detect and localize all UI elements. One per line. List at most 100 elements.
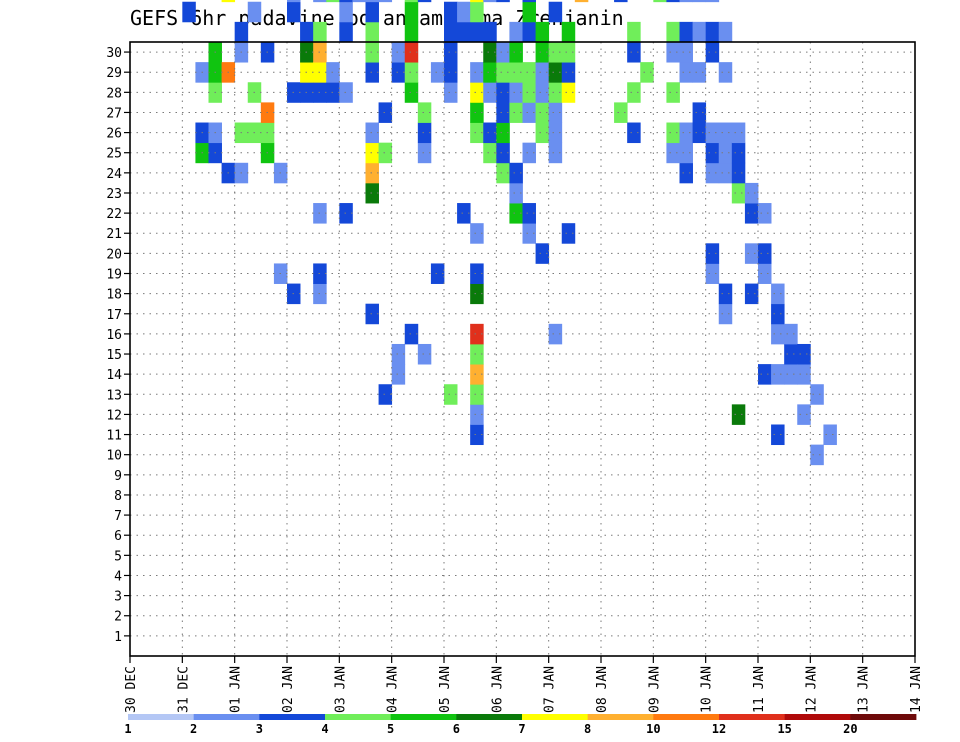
x-tick-label-1: 31 DEC <box>176 666 191 713</box>
cell-member-31-step-38 <box>627 21 641 43</box>
cell-member-20-step-48 <box>758 243 772 264</box>
cell-member-31-step-33 <box>561 21 576 43</box>
cell-member-32-step-9 <box>247 1 262 23</box>
cell-member-18-step-26 <box>470 283 484 305</box>
cell-member-13-step-26 <box>470 384 484 405</box>
cell-member-28-step-38 <box>627 82 641 103</box>
cell-member-11-step-49 <box>771 424 785 446</box>
cell-member-30-step-18 <box>365 42 379 63</box>
cell-member-16-step-50 <box>784 323 798 345</box>
cell-member-28-step-24 <box>444 82 458 103</box>
cell-member-30-step-20 <box>391 42 406 63</box>
cell-member-31-step-16 <box>339 21 353 43</box>
cell-member-11-step-53 <box>823 424 837 446</box>
cell-member-16-step-26 <box>470 323 484 345</box>
cell-member-30-step-44 <box>705 42 720 63</box>
cell-member-33-step-40 <box>653 0 667 3</box>
cell-member-27-step-19 <box>378 102 393 123</box>
cell-member-27-step-30 <box>522 102 536 123</box>
cell-member-15-step-50 <box>784 343 798 365</box>
cell-member-25-step-27 <box>483 142 497 164</box>
cell-member-23-step-18 <box>365 182 379 204</box>
cell-member-24-step-46 <box>731 162 746 184</box>
cell-member-31-step-41 <box>666 21 680 43</box>
cell-member-28-step-32 <box>548 82 563 103</box>
x-tick-label-11: 10 JAN <box>700 666 715 713</box>
legend-label-6: 6 <box>453 722 460 736</box>
cell-member-33-step-14 <box>313 0 327 3</box>
cell-member-29-step-30 <box>522 62 536 83</box>
cell-member-26-step-22 <box>417 122 432 144</box>
y-axis: 1234567891011121314151617181920212223242… <box>106 46 130 645</box>
x-tick-label-15: 14 JAN <box>909 666 924 713</box>
cell-member-28-step-21 <box>404 82 419 103</box>
legend-label-4: 4 <box>321 722 328 736</box>
cell-member-21-step-26 <box>470 223 484 244</box>
legend-label-20: 20 <box>843 722 857 736</box>
cell-member-28-step-31 <box>535 82 550 103</box>
cell-member-25-step-32 <box>548 142 563 164</box>
y-tick-label-13: 13 <box>106 388 122 403</box>
cell-member-32-step-4 <box>182 1 196 23</box>
cell-member-30-step-24 <box>444 42 458 63</box>
cell-member-27-step-37 <box>614 102 628 123</box>
cell-member-29-step-33 <box>561 62 576 83</box>
cell-member-12-step-46 <box>731 404 746 425</box>
cell-member-31-step-13 <box>300 21 314 43</box>
cell-member-16-step-32 <box>548 323 563 345</box>
cell-member-22-step-29 <box>509 203 523 224</box>
cell-member-18-step-45 <box>718 283 733 305</box>
cell-member-27-step-32 <box>548 102 563 123</box>
cell-member-33-step-43 <box>692 0 707 3</box>
cell-member-12-step-26 <box>470 404 484 425</box>
cell-member-19-step-23 <box>430 263 445 284</box>
cell-member-30-step-32 <box>548 42 563 63</box>
y-tick-label-4: 4 <box>114 569 122 584</box>
cell-member-31-step-45 <box>718 21 733 43</box>
cell-member-14-step-20 <box>391 364 406 385</box>
cell-member-11-step-26 <box>470 424 484 446</box>
y-tick-label-25: 25 <box>106 147 122 162</box>
cell-member-19-step-26 <box>470 263 484 284</box>
y-tick-label-28: 28 <box>106 86 122 101</box>
cell-member-13-step-19 <box>378 384 393 405</box>
legend-label-10: 10 <box>646 722 660 736</box>
cell-member-30-step-31 <box>535 42 550 63</box>
cell-member-20-step-44 <box>705 243 720 264</box>
cell-member-10-step-52 <box>810 444 824 466</box>
cell-member-32-step-24 <box>444 1 458 23</box>
cell-member-14-step-48 <box>758 364 772 385</box>
cell-member-29-step-27 <box>483 62 497 83</box>
cell-member-24-step-42 <box>679 162 693 184</box>
legend-label-1: 1 <box>124 722 131 736</box>
cell-member-24-step-28 <box>496 162 510 184</box>
x-tick-label-9: 08 JAN <box>595 666 610 713</box>
cell-member-26-step-46 <box>731 122 746 144</box>
y-tick-label-26: 26 <box>106 127 122 142</box>
cell-member-31-step-24 <box>444 21 458 43</box>
cell-member-29-step-24 <box>444 62 458 83</box>
x-tick-label-8: 07 JAN <box>543 666 558 713</box>
legend-swatch-3 <box>259 714 326 720</box>
legend-swatch-6 <box>456 714 523 720</box>
cell-member-31-step-42 <box>679 21 693 43</box>
legend-label-8: 8 <box>584 722 591 736</box>
legend-swatch-5 <box>390 714 457 720</box>
legend-swatch-12 <box>719 714 786 720</box>
cell-member-32-step-21 <box>404 1 419 23</box>
cell-member-25-step-45 <box>718 142 733 164</box>
cell-member-30-step-38 <box>627 42 641 63</box>
x-tick-label-13: 12 JAN <box>804 666 819 713</box>
cell-member-22-step-25 <box>457 203 471 224</box>
cell-member-33-step-37 <box>614 0 628 3</box>
cell-member-25-step-46 <box>731 142 746 164</box>
x-tick-label-2: 01 JAN <box>229 666 244 713</box>
cell-member-31-step-27 <box>483 21 497 43</box>
cell-member-23-step-47 <box>744 182 759 204</box>
cell-member-26-step-18 <box>365 122 379 144</box>
cell-member-26-step-28 <box>496 122 510 144</box>
cell-member-32-step-26 <box>470 1 484 23</box>
y-tick-label-23: 23 <box>106 187 122 202</box>
cell-member-26-step-42 <box>679 122 693 144</box>
